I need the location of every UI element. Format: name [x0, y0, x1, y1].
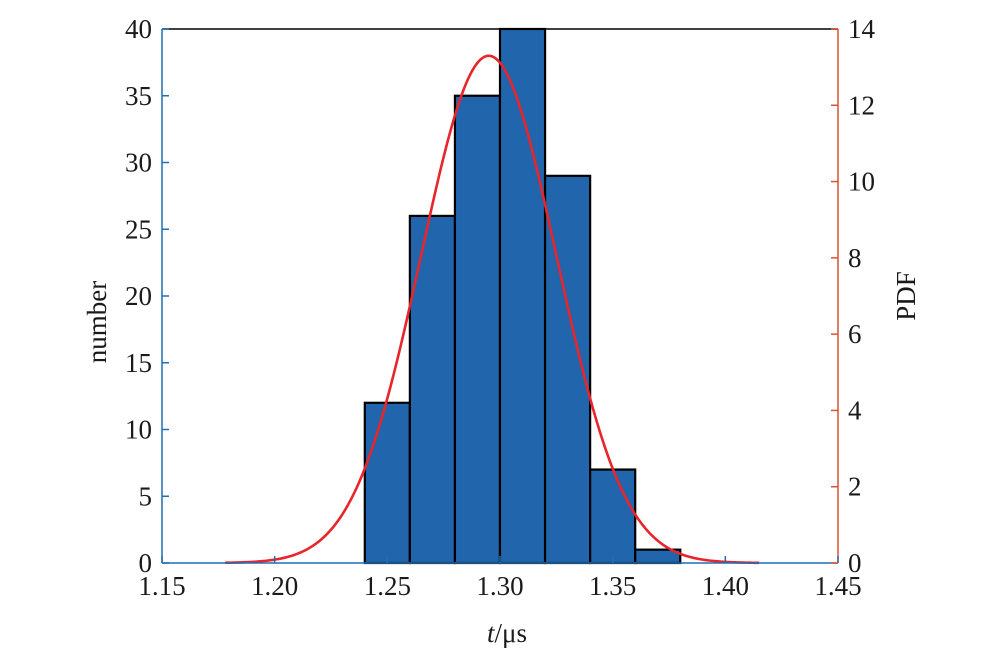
histogram-bar — [408, 214, 457, 565]
y2-tick-label: 6 — [848, 319, 862, 349]
x-axis-variable: t — [487, 618, 496, 648]
x-axis-ticks: 1.15 1.20 1.25 1.30 1.35 1.40 1.45 — [138, 556, 862, 601]
right-y-axis-ticks: 0 2 4 6 8 10 12 14 — [831, 14, 876, 578]
y2-tick-label: 8 — [848, 243, 862, 273]
y2-tick-label: 2 — [848, 472, 862, 502]
x-tick-label: 1.30 — [476, 571, 523, 601]
pdf-curve — [225, 54, 760, 565]
x-tick-label: 1.35 — [589, 571, 636, 601]
histogram-bar — [453, 94, 502, 565]
x-axis-unit: /μs — [495, 618, 527, 648]
y-tick-label: 15 — [125, 348, 152, 378]
y-tick-label: 10 — [125, 415, 152, 445]
x-tick-label: 1.45 — [814, 571, 861, 601]
y2-axis-title: PDF — [891, 271, 921, 321]
y-tick-label: 5 — [139, 481, 153, 511]
y2-tick-label: 12 — [848, 90, 875, 120]
y-tick-label: 40 — [125, 14, 152, 44]
y-tick-label: 0 — [139, 548, 153, 578]
y-tick-label: 30 — [125, 148, 152, 178]
y-tick-label: 35 — [125, 81, 152, 111]
y2-tick-label: 0 — [848, 548, 862, 578]
y-axis-title: number — [82, 281, 112, 363]
x-tick-label: 1.15 — [138, 571, 185, 601]
y2-tick-label: 14 — [848, 14, 876, 44]
x-axis-title: t/μs — [487, 618, 527, 648]
x-tick-label: 1.40 — [702, 571, 749, 601]
y2-tick-label: 4 — [848, 395, 862, 425]
y2-tick-label: 10 — [848, 167, 875, 197]
histogram-bar — [589, 468, 637, 565]
histogram-bar — [498, 27, 547, 565]
y-tick-label: 25 — [125, 214, 152, 244]
x-tick-label: 1.25 — [364, 571, 411, 601]
left-y-axis-ticks: 0 5 10 15 20 25 30 35 40 — [125, 14, 169, 578]
y-tick-label: 20 — [125, 281, 152, 311]
histogram-bar — [363, 401, 411, 565]
x-tick-label: 1.20 — [251, 571, 298, 601]
